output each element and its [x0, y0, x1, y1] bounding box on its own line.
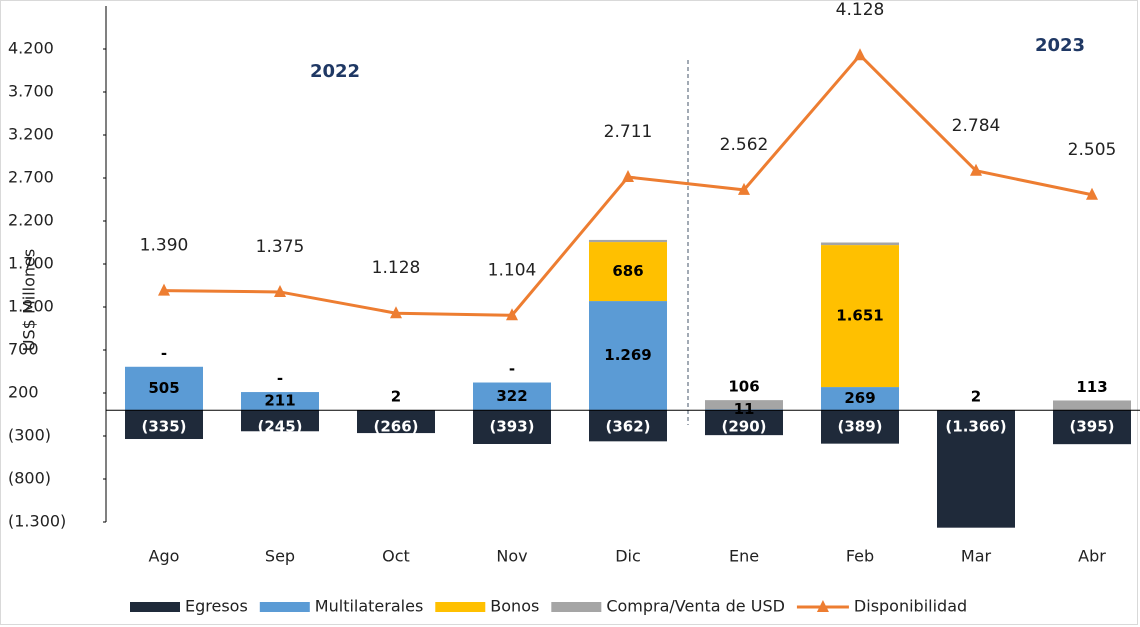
data-label: 2 — [391, 388, 401, 406]
data-label: 2.784 — [952, 116, 1001, 136]
bar-segment — [821, 387, 899, 411]
data-label: 1.128 — [372, 258, 421, 278]
legend-label: Egresos — [185, 597, 248, 616]
bar-segment — [473, 410, 551, 444]
x-tick-label: Oct — [382, 547, 410, 566]
bar-segment — [821, 242, 899, 246]
bar-segment — [125, 410, 203, 440]
bar-segment — [589, 242, 667, 302]
data-label: 505 — [148, 379, 179, 397]
data-label: (389) — [837, 418, 882, 436]
bar-segment — [125, 366, 203, 411]
y-tick-label: 2.200 — [8, 211, 54, 230]
data-label: (395) — [1069, 418, 1114, 436]
data-label: 2 — [971, 388, 981, 406]
bar-segment — [473, 382, 551, 411]
data-label: 11 — [734, 400, 755, 418]
x-tick-label: Nov — [496, 547, 527, 566]
data-label: 1.104 — [488, 260, 537, 280]
y-tick-label: 200 — [8, 383, 39, 402]
data-label: 269 — [844, 389, 875, 407]
data-label: (362) — [605, 418, 650, 436]
data-label: 211 — [264, 392, 295, 410]
y-tick-label: (300) — [8, 426, 51, 445]
line-marker — [622, 170, 634, 183]
y-tick-label: (800) — [8, 469, 51, 488]
line-marker — [274, 284, 286, 297]
data-label: - — [509, 360, 515, 378]
y-axis-label: US$ Millones — [20, 249, 39, 351]
data-label: (266) — [373, 418, 418, 436]
bar-segment — [589, 301, 667, 411]
data-label: 1.375 — [256, 237, 305, 257]
data-label: - — [277, 370, 283, 388]
line-marker — [854, 48, 866, 61]
line-marker — [506, 308, 518, 321]
y-tick-label: 3.200 — [8, 125, 54, 144]
data-label: 4.128 — [836, 0, 885, 20]
legend-swatch — [435, 602, 486, 612]
legend-swatch — [259, 602, 310, 612]
line-marker — [970, 163, 982, 176]
data-label: 1.269 — [604, 346, 651, 364]
legend-swatch — [130, 602, 180, 612]
data-label: (1.366) — [945, 418, 1006, 436]
y-tick-label: 1.200 — [8, 297, 54, 316]
data-label: 2.562 — [720, 135, 769, 155]
y-tick-label: 4.200 — [8, 39, 54, 58]
data-label: 106 — [728, 378, 759, 396]
data-label: 1.390 — [140, 236, 189, 256]
data-label: - — [161, 344, 167, 362]
bar-segment — [937, 410, 1015, 528]
bar-segment — [241, 392, 319, 411]
y-tick-label: (1.300) — [8, 512, 66, 531]
bar-segment — [589, 410, 667, 442]
y-tick-label: 2.700 — [8, 168, 54, 187]
legend-label: Bonos — [490, 597, 539, 616]
annotation: 2023 — [1035, 35, 1085, 56]
x-tick-label: Sep — [265, 547, 295, 566]
y-tick-label: 700 — [8, 340, 39, 359]
x-tick-label: Dic — [615, 547, 641, 566]
data-label: 2.711 — [604, 122, 653, 142]
bar-segment — [1053, 410, 1131, 445]
annotation: 2022 — [310, 61, 360, 82]
bar-segment — [821, 410, 899, 444]
data-label: (393) — [489, 418, 534, 436]
legend-label: Disponibilidad — [854, 597, 967, 616]
legend-label: Compra/Venta de USD — [606, 597, 785, 616]
legend-swatch — [551, 602, 602, 612]
data-label: (245) — [257, 418, 302, 436]
bar-segment — [241, 410, 319, 432]
legend-label: Multilaterales — [315, 597, 423, 616]
line-marker — [390, 306, 402, 319]
legend-swatch — [816, 600, 829, 612]
data-label: 1.651 — [836, 307, 883, 325]
bar-segment — [821, 245, 899, 388]
line-marker — [738, 182, 750, 195]
data-label: 113 — [1076, 378, 1107, 396]
line-marker — [1086, 187, 1098, 200]
data-label: 322 — [496, 387, 527, 405]
bar-segment — [357, 410, 435, 434]
x-tick-label: Ene — [729, 547, 759, 566]
line-marker — [158, 283, 170, 296]
data-label: 686 — [612, 262, 643, 280]
bar-segment — [705, 410, 783, 436]
y-tick-label: 1.700 — [8, 254, 54, 273]
bar-segment — [705, 400, 783, 410]
data-label: (290) — [721, 418, 766, 436]
y-tick-label: 3.700 — [8, 82, 54, 101]
bar-segment — [1053, 400, 1131, 411]
bar-segment — [589, 239, 667, 243]
x-tick-label: Feb — [846, 547, 874, 566]
data-label: 2.505 — [1068, 140, 1117, 160]
data-label: (335) — [141, 418, 186, 436]
x-tick-label: Mar — [961, 547, 992, 566]
x-tick-label: Abr — [1078, 547, 1106, 566]
x-tick-label: Ago — [149, 547, 180, 566]
